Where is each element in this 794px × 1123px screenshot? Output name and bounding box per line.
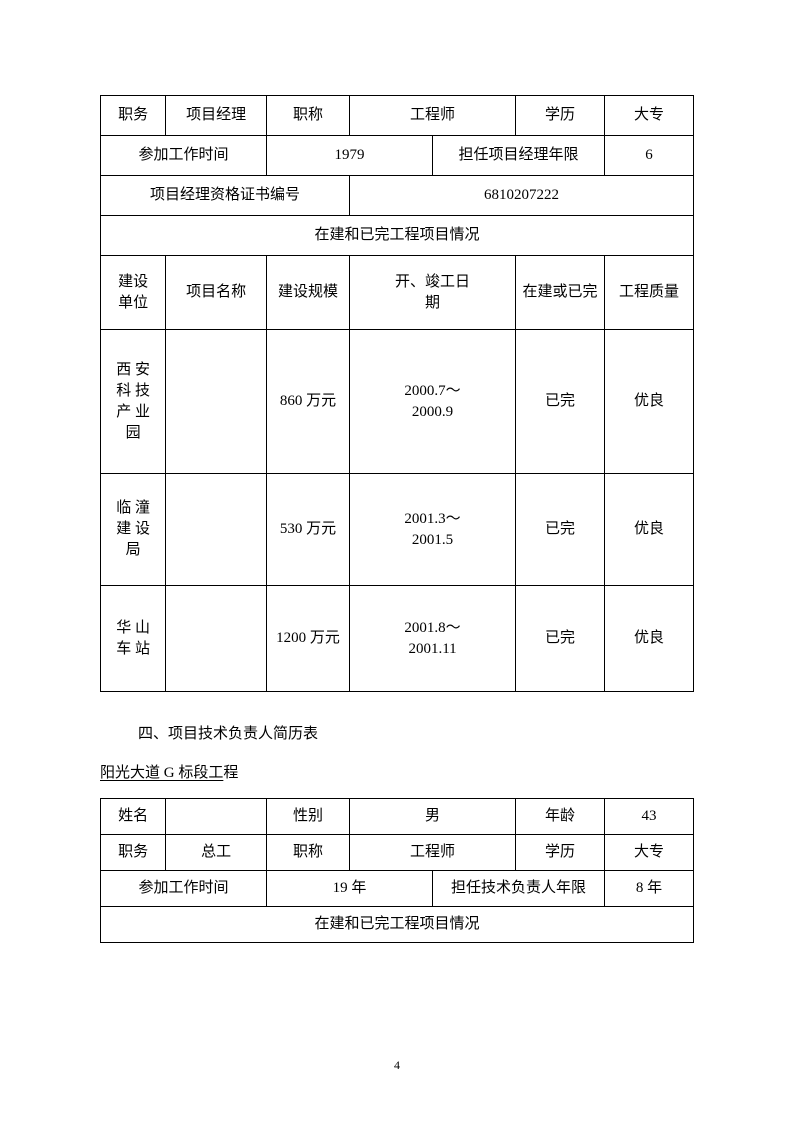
proj-name	[166, 330, 267, 474]
proj-unit: 华 山车 站	[101, 586, 166, 692]
col-unit: 建设单位	[101, 256, 166, 330]
cell-age-label: 年龄	[516, 799, 605, 835]
table-row: 项目经理资格证书编号 6810207222	[101, 176, 694, 216]
proj-scale: 860 万元	[267, 330, 350, 474]
table-row: 参加工作时间 19 年 担任技术负责人年限 8 年	[101, 871, 694, 907]
table-row: 参加工作时间 1979 担任项目经理年限 6	[101, 136, 694, 176]
table-row: 在建和已完工程项目情况	[101, 216, 694, 256]
proj-name	[166, 474, 267, 586]
proj-quality: 优良	[605, 586, 694, 692]
col-date: 开、竣工日期	[350, 256, 516, 330]
table-row: 在建和已完工程项目情况	[101, 907, 694, 943]
cell-cert-label: 项目经理资格证书编号	[101, 176, 350, 216]
col-status: 在建或已完	[516, 256, 605, 330]
cell-edu-value: 大专	[605, 835, 694, 871]
table-row: 职务 项目经理 职称 工程师 学历 大专	[101, 96, 694, 136]
cell-worktime-label: 参加工作时间	[101, 136, 267, 176]
proj-quality: 优良	[605, 330, 694, 474]
proj-unit: 临 潼建 设局	[101, 474, 166, 586]
cell-age-value: 43	[605, 799, 694, 835]
proj-unit: 西 安科 技产 业园	[101, 330, 166, 474]
cell-position-value: 项目经理	[166, 96, 267, 136]
section-heading: 四、项目技术负责人简历表	[138, 722, 694, 743]
table-row: 姓名 性别 男 年龄 43	[101, 799, 694, 835]
section-header: 在建和已完工程项目情况	[101, 907, 694, 943]
page-number: 4	[0, 1058, 794, 1073]
table-row: 西 安科 技产 业园 860 万元 2000.7～2000.9 已完 优良	[101, 330, 694, 474]
table-row: 华 山车 站 1200 万元 2001.8～2001.11 已完 优良	[101, 586, 694, 692]
cell-title-label: 职称	[267, 835, 350, 871]
proj-status: 已完	[516, 586, 605, 692]
proj-date: 2001.8～2001.11	[350, 586, 516, 692]
cell-title-value: 工程师	[350, 96, 516, 136]
table-row: 建设单位 项目名称 建设规模 开、竣工日期 在建或已完 工程质量	[101, 256, 694, 330]
project-subtitle: 阳光大道 G 标段工程	[100, 761, 694, 782]
col-scale: 建设规模	[267, 256, 350, 330]
cell-position-label: 职务	[101, 96, 166, 136]
cell-gender-label: 性别	[267, 799, 350, 835]
cell-edu-value: 大专	[605, 96, 694, 136]
proj-quality: 优良	[605, 474, 694, 586]
proj-scale: 1200 万元	[267, 586, 350, 692]
cell-worktime-label: 参加工作时间	[101, 871, 267, 907]
cell-worktime-value: 1979	[267, 136, 433, 176]
cell-name-label: 姓名	[101, 799, 166, 835]
tech-lead-table: 姓名 性别 男 年龄 43 职务 总工 职称 工程师 学历 大专 参加工作时间 …	[100, 798, 694, 943]
proj-date: 2000.7～2000.9	[350, 330, 516, 474]
subtitle-underlined: 阳光大道 G 标段工	[100, 765, 223, 781]
subtitle-rest: 程	[223, 761, 238, 782]
cell-tech-years-label: 担任技术负责人年限	[433, 871, 605, 907]
section-header: 在建和已完工程项目情况	[101, 216, 694, 256]
col-name: 项目名称	[166, 256, 267, 330]
cell-pm-years-value: 6	[605, 136, 694, 176]
col-quality: 工程质量	[605, 256, 694, 330]
cell-gender-value: 男	[350, 799, 516, 835]
cell-position-value: 总工	[166, 835, 267, 871]
table-row: 职务 总工 职称 工程师 学历 大专	[101, 835, 694, 871]
proj-scale: 530 万元	[267, 474, 350, 586]
proj-status: 已完	[516, 474, 605, 586]
cell-edu-label: 学历	[516, 835, 605, 871]
cell-edu-label: 学历	[516, 96, 605, 136]
cell-pm-years-label: 担任项目经理年限	[433, 136, 605, 176]
cell-cert-value: 6810207222	[350, 176, 694, 216]
cell-title-value: 工程师	[350, 835, 516, 871]
cell-worktime-value: 19 年	[267, 871, 433, 907]
cell-name-value	[166, 799, 267, 835]
proj-date: 2001.3～2001.5	[350, 474, 516, 586]
table-row: 临 潼建 设局 530 万元 2001.3～2001.5 已完 优良	[101, 474, 694, 586]
manager-table: 职务 项目经理 职称 工程师 学历 大专 参加工作时间 1979 担任项目经理年…	[100, 95, 694, 692]
cell-title-label: 职称	[267, 96, 350, 136]
proj-status: 已完	[516, 330, 605, 474]
cell-position-label: 职务	[101, 835, 166, 871]
cell-tech-years-value: 8 年	[605, 871, 694, 907]
proj-name	[166, 586, 267, 692]
